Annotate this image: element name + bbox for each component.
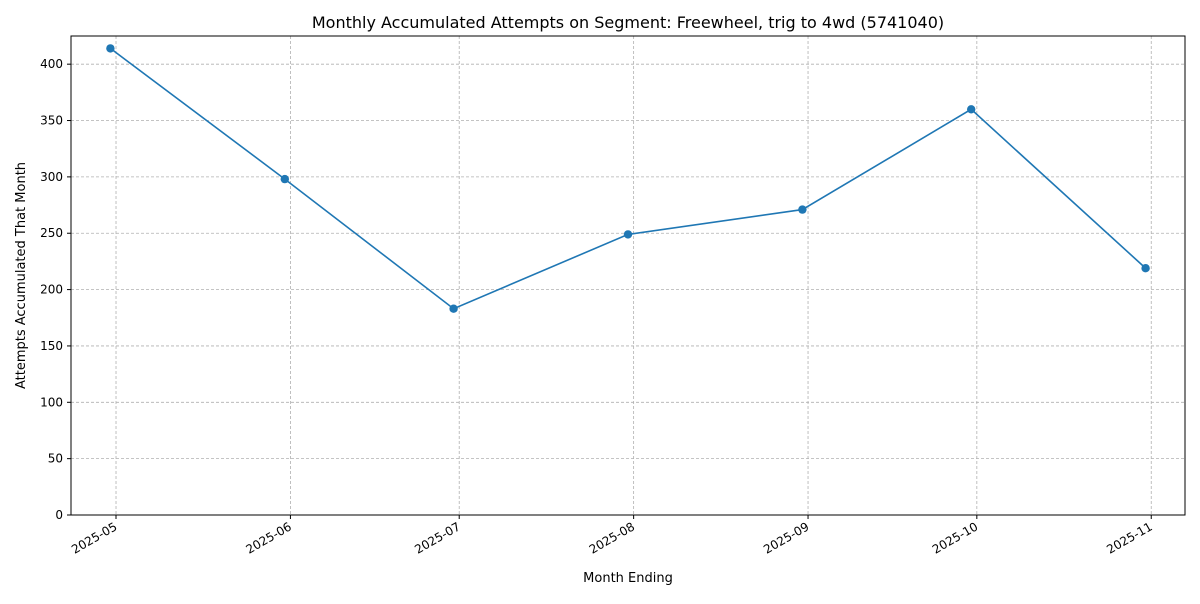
y-axis-ticks: 0 50 100 150 200 250 300 350 400 bbox=[40, 57, 71, 522]
y-tick-label: 100 bbox=[40, 395, 63, 409]
axes bbox=[70, 35, 1186, 516]
data-point bbox=[623, 230, 633, 239]
data-point bbox=[1141, 264, 1150, 273]
y-tick-label: 150 bbox=[40, 339, 63, 353]
data-point bbox=[449, 304, 458, 313]
data-point bbox=[106, 44, 115, 53]
data-point bbox=[967, 105, 976, 114]
data-point bbox=[280, 174, 289, 184]
grid bbox=[71, 36, 1185, 516]
y-tick-label: 400 bbox=[40, 57, 63, 71]
y-tick-label: 350 bbox=[40, 114, 63, 128]
y-tick-label: 250 bbox=[40, 226, 63, 240]
y-tick-label: 0 bbox=[55, 508, 63, 522]
y-tick-label: 50 bbox=[48, 452, 63, 466]
plot-frame bbox=[70, 35, 1186, 516]
chart-title: Monthly Accumulated Attempts on Segment:… bbox=[312, 13, 944, 32]
y-axis-title: Attempts Accumulated That Month bbox=[14, 162, 29, 389]
series-layer bbox=[106, 44, 1150, 313]
y-tick-label: 200 bbox=[40, 283, 63, 297]
data-point bbox=[798, 205, 807, 214]
x-axis-title: Month Ending bbox=[583, 571, 673, 586]
y-tick-label: 300 bbox=[40, 170, 63, 184]
